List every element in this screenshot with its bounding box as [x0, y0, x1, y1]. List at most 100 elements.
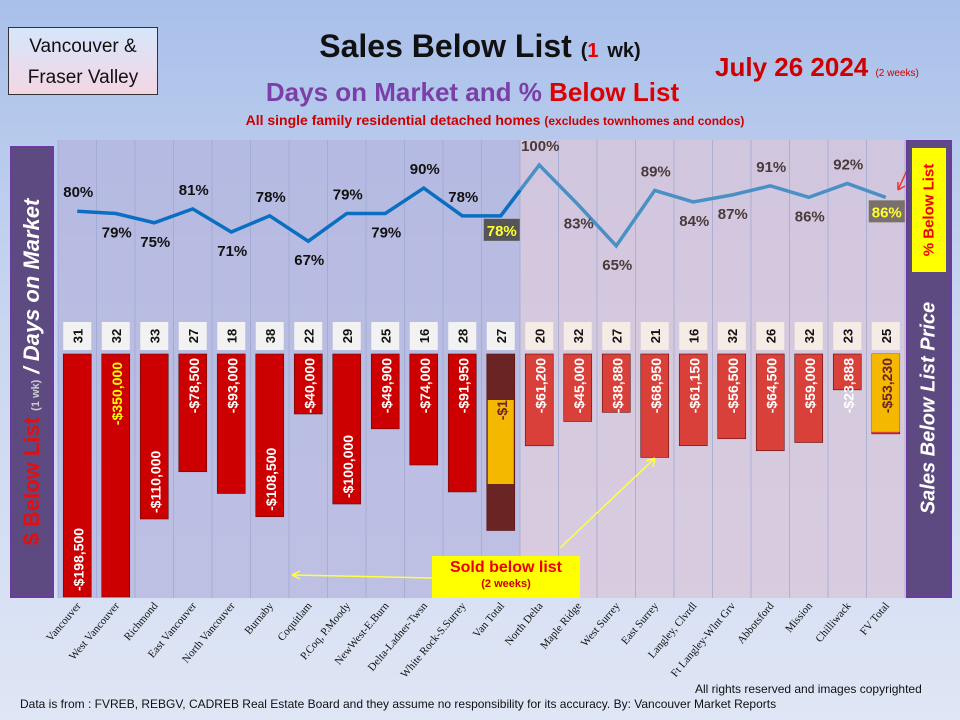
days-label-bg — [63, 322, 92, 350]
description-text: All single family residential detached h… — [245, 112, 541, 128]
days-label-bg — [602, 322, 631, 350]
bar-value-label: -$61,200 — [532, 358, 548, 413]
days-on-market-label: 22 — [301, 329, 316, 343]
bar-value-label: -$110,000 — [147, 451, 163, 513]
title-text: Sales Below List — [319, 28, 572, 64]
bar-value-label: -$117,668 — [494, 358, 510, 420]
pct-label: 71% — [217, 243, 247, 260]
days-on-market-label: 27 — [609, 329, 624, 343]
bar-value-label: -$108,500 — [263, 447, 279, 510]
bar-value-label: -$74,000 — [417, 358, 433, 413]
bar-value-label: -$350,000 — [109, 362, 125, 425]
days-label-bg — [833, 322, 862, 350]
days-on-market-label: 27 — [186, 329, 201, 343]
days-label-bg — [255, 322, 284, 350]
bar-10 — [447, 353, 477, 493]
bar-19 — [794, 353, 824, 443]
bar-3 — [178, 353, 208, 473]
region-line-2: Fraser Valley — [27, 67, 139, 88]
days-on-market-label: 27 — [494, 329, 509, 343]
bar-value-label: -$45,000 — [571, 358, 587, 413]
days-label-bg — [371, 322, 400, 350]
days-on-market-label: 38 — [263, 329, 278, 343]
sold-label: Sold below list — [449, 559, 562, 576]
annotation-arrow-right — [559, 457, 656, 549]
pct-label: 78% — [448, 189, 478, 206]
title-paren: ( — [580, 40, 588, 62]
pct-label: 65% — [602, 257, 632, 274]
left-label-c: / Days on Market — [19, 198, 44, 380]
pct-label: 86% — [872, 204, 902, 221]
bar-12 — [524, 353, 554, 447]
bar-value-label: -$91,950 — [455, 358, 471, 413]
pct-label: 83% — [564, 215, 594, 232]
days-on-market-label: 32 — [109, 329, 124, 343]
pct-label: 78% — [256, 189, 286, 206]
left-axis-label: $ Below List (1 wk) / Days on Market — [19, 199, 45, 546]
x-tick-label: Burnaby — [242, 600, 276, 637]
x-tick-label: Coquitlam — [275, 600, 314, 644]
arrowheads — [291, 457, 656, 580]
chart-subtitle: Days on Market and % Below List — [0, 77, 945, 108]
van-total-label-bg — [487, 400, 514, 484]
days-on-market-label: 31 — [70, 329, 85, 343]
line-legend-text: % Below List — [920, 163, 938, 257]
bar-value-label: -$93,000 — [224, 358, 240, 413]
fv-total-fill — [871, 354, 900, 432]
pct-label: 79% — [333, 187, 363, 204]
left-axis-band — [10, 146, 54, 598]
days-on-market-label: 23 — [840, 329, 855, 343]
days-label-bg — [525, 322, 554, 350]
pct-label: 90% — [410, 161, 440, 178]
pct-label: 79% — [371, 225, 401, 242]
subtitle-b: Below List — [549, 77, 680, 107]
date-text: July 26 2024 — [715, 52, 869, 82]
x-tick-label: Richmond — [122, 600, 161, 643]
x-tick-label: West Surrey — [579, 600, 623, 649]
pct-label: 87% — [718, 206, 748, 223]
bar-20 — [832, 353, 862, 391]
days-label-bg — [140, 322, 169, 350]
region-line-1: Vancouver & — [29, 36, 137, 57]
x-tick-label: Ft Langley-Wlnt Grv — [669, 600, 739, 680]
days-on-market-label: 16 — [417, 329, 432, 343]
annotation-arrow-left — [291, 574, 433, 579]
days-on-market-label: 29 — [340, 329, 355, 343]
sold-below-annotation: Sold below list (2 weeks) — [432, 556, 580, 598]
days-on-market-label: 33 — [147, 329, 162, 343]
subtitle-a: Days on Market and % — [265, 77, 550, 107]
days-on-market-label: 32 — [725, 329, 740, 343]
pct-label: 86% — [795, 208, 825, 225]
bar-value-label: -$59,000 — [802, 358, 818, 413]
x-tick-label: Van Total — [471, 600, 507, 640]
bar-value-label: -$198,500 — [70, 528, 86, 591]
days-label-bg — [679, 322, 708, 350]
days-on-market-label: 32 — [571, 329, 586, 343]
right-axis-label: Sales Below List Price — [917, 301, 940, 515]
pct-line-van — [77, 185, 522, 244]
bar-value-label: -$78,500 — [186, 358, 202, 413]
x-tick-label: Vancouver — [44, 600, 84, 644]
pct-label: 84% — [679, 213, 709, 230]
days-on-market-label: 25 — [879, 329, 894, 343]
bar-value-label: -$23,888 — [840, 358, 856, 413]
bar-14 — [601, 353, 631, 413]
bar-7 — [332, 353, 362, 505]
report-date: July 26 2024 (2 weeks) — [715, 52, 919, 83]
bar-value-label: -$38,880 — [609, 358, 625, 413]
pct-label-bg — [868, 200, 905, 223]
days-on-market-label: 20 — [532, 329, 547, 343]
x-tick-label: Abbotsford — [735, 600, 777, 646]
bar-2 — [139, 353, 169, 520]
chart-description: All single family residential detached h… — [0, 112, 960, 128]
date-note: (2 weeks) — [875, 68, 919, 79]
days-label-bg — [794, 322, 823, 350]
bar-8 — [370, 353, 400, 430]
bar-value-label: -$49,900 — [378, 358, 394, 413]
bar-1 — [101, 353, 131, 598]
pct-label: 80% — [63, 184, 93, 201]
rights-text: All rights reserved and images copyright… — [695, 682, 922, 696]
days-label-bg — [409, 322, 438, 350]
bar-9 — [409, 353, 439, 466]
